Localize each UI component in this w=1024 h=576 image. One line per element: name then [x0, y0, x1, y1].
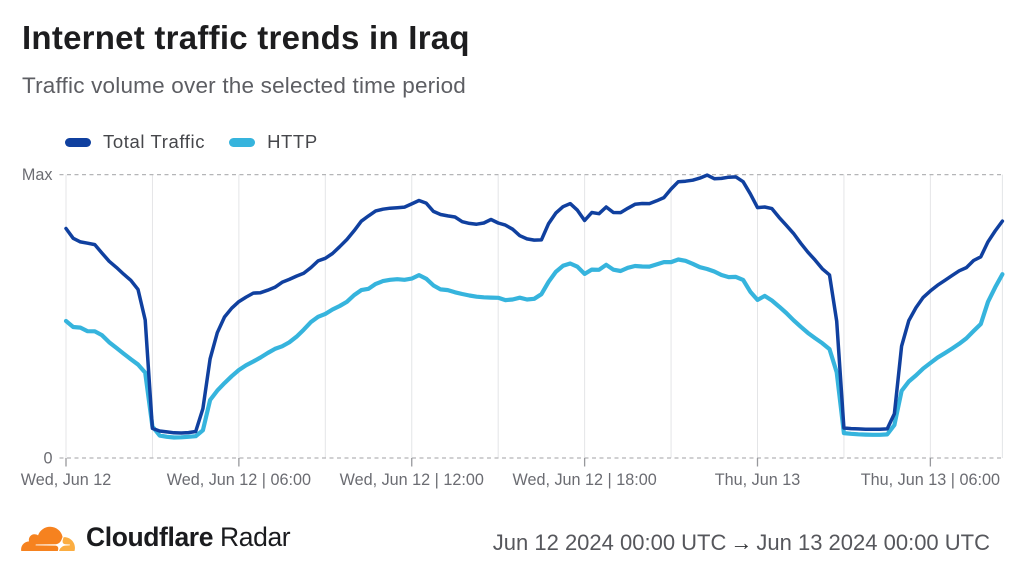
series-line-http	[63, 257, 1005, 440]
brand-wordmark: Cloudflare Radar	[86, 522, 291, 553]
legend-label-http: HTTP	[267, 131, 318, 152]
arrow-right-icon: →	[730, 530, 753, 555]
x-axis-label: Wed, Jun 12 | 06:00	[167, 471, 311, 489]
legend-item-total-traffic[interactable]: Total Traffic	[65, 131, 205, 153]
x-axis-label: Thu, Jun 13 | 06:00	[861, 471, 1000, 489]
y-axis-label-zero: 0	[43, 450, 52, 468]
legend-swatch-http-icon	[229, 137, 256, 147]
date-range: Jun 12 2024 00:00 UTC → Jun 13 2024 00:00 …	[493, 530, 990, 556]
y-axis-label-max: Max	[22, 166, 53, 184]
legend-item-http[interactable]: HTTP	[229, 131, 318, 153]
series-line-total-traffic	[64, 173, 1005, 435]
legend-label-total-traffic: Total Traffic	[103, 131, 206, 152]
brand-name: Cloudflare	[86, 522, 214, 552]
x-axis-label: Wed, Jun 12 | 12:00	[340, 471, 484, 489]
cloudflare-sun-shape	[59, 536, 75, 551]
chart-legend: Total Traffic HTTP	[65, 131, 318, 153]
x-axis-label: Thu, Jun 13	[715, 471, 801, 489]
date-range-from: Jun 12 2024 00:00 UTC	[492, 530, 727, 555]
cloudflare-cloud-shape	[21, 526, 63, 551]
x-axis-label: Wed, Jun 12	[21, 471, 112, 489]
page-subtitle: Traffic volume over the selected time pe…	[22, 73, 467, 98]
date-range-to: Jun 13 2024 00:00 UTC	[756, 530, 990, 555]
x-axis-label: Wed, Jun 12 | 18:00	[512, 471, 656, 489]
legend-swatch-total-traffic-icon	[65, 137, 91, 147]
cloudflare-radar-brand[interactable]: Cloudflare Radar	[21, 522, 291, 553]
brand-product: Radar	[220, 522, 291, 552]
page-title: Internet traffic trends in Iraq	[22, 19, 470, 56]
cloudflare-logo-icon	[21, 526, 75, 551]
